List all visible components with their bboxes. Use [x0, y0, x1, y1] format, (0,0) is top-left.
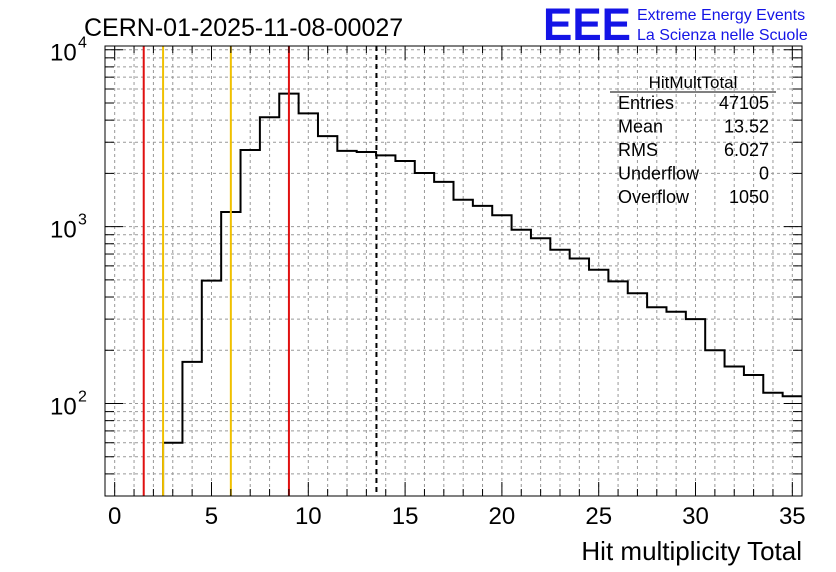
- stats-label: Underflow: [618, 164, 700, 184]
- histogram-bin: [705, 350, 724, 496]
- x-tick-label: 5: [205, 503, 218, 530]
- histogram-bin: [608, 281, 627, 496]
- logo-mark: EEE: [543, 0, 631, 50]
- histogram-bin: [163, 443, 182, 496]
- y-tick-label-base: 10: [50, 40, 77, 67]
- stats-value: 1050: [729, 187, 769, 207]
- histogram-bin: [454, 200, 473, 496]
- histogram-bin: [376, 155, 395, 496]
- y-tick-label-base: 10: [50, 394, 77, 421]
- histogram-bin: [473, 206, 492, 496]
- stats-value: 47105: [719, 93, 769, 113]
- axis-ticks: [105, 46, 802, 497]
- histogram-bin: [628, 293, 647, 496]
- x-tick-label: 10: [295, 503, 322, 530]
- stats-value: 13.52: [724, 117, 769, 137]
- stats-label: Overflow: [618, 187, 690, 207]
- logo-line-2: La Scienza nelle Scuole: [637, 27, 808, 44]
- histogram-bin: [492, 215, 511, 496]
- histogram-bin: [666, 312, 685, 496]
- y-tick-label-base: 10: [50, 217, 77, 244]
- x-tick-label: 20: [489, 503, 516, 530]
- histogram-bin: [299, 113, 318, 496]
- chart-title: CERN-01-2025-11-08-00027: [84, 14, 403, 42]
- histogram-bin: [434, 182, 453, 496]
- y-tick-label-exponent: 2: [78, 389, 87, 406]
- y-tick-label: 10 4: [50, 35, 87, 67]
- stats-value: 6.027: [724, 140, 769, 160]
- x-tick-labels: 0 5 10 15 20 25 30 35: [108, 503, 806, 530]
- marker-lines: [142, 46, 378, 496]
- x-tick-label: 0: [108, 503, 121, 530]
- x-tick-label: 30: [682, 503, 709, 530]
- histogram-outline: [162, 92, 802, 496]
- histogram-bin: [202, 281, 221, 496]
- x-tick-label: 35: [779, 503, 806, 530]
- stats-value: 0: [759, 164, 769, 184]
- x-tick-label: 15: [392, 503, 419, 530]
- histogram-bin: [647, 307, 666, 496]
- stats-label: Mean: [618, 117, 663, 137]
- histogram-bars: [162, 92, 802, 496]
- logo: EEE Extreme Energy Events La Scienza nel…: [543, 0, 808, 50]
- histogram-bin: [357, 152, 376, 496]
- x-tick-label: 25: [585, 503, 612, 530]
- histogram-bin: [415, 173, 434, 496]
- histogram-bin: [744, 375, 763, 496]
- histogram-bin: [241, 150, 260, 496]
- histogram-bin: [686, 319, 705, 496]
- stats-label: Entries: [618, 93, 674, 113]
- logo-line-1: Extreme Energy Events: [637, 7, 805, 24]
- histogram-bin: [337, 151, 356, 496]
- histogram-bin: [318, 136, 337, 496]
- stats-box: HitMultTotal Entries 47105 Mean 13.52 RMS 6.0…: [610, 73, 776, 207]
- histogram-bin: [182, 362, 201, 496]
- y-tick-label: 10 3: [50, 212, 87, 244]
- y-tick-label-exponent: 4: [78, 35, 87, 52]
- y-tick-label-exponent: 3: [78, 212, 87, 229]
- histogram-bin: [570, 259, 589, 496]
- histogram-bin: [725, 366, 744, 496]
- x-axis-label: Hit multiplicity Total: [581, 536, 802, 566]
- histogram-bin: [531, 238, 550, 496]
- y-tick-label: 10 2: [50, 389, 87, 421]
- stats-title: HitMultTotal: [649, 73, 738, 92]
- histogram-bin: [395, 161, 414, 496]
- histogram-bin: [589, 270, 608, 496]
- stats-label: RMS: [618, 140, 658, 160]
- plot-frame: [104, 45, 803, 497]
- histogram-bin: [260, 117, 279, 496]
- histogram-bin: [763, 393, 782, 496]
- histogram-bin: [550, 250, 569, 496]
- histogram-bin: [512, 230, 531, 496]
